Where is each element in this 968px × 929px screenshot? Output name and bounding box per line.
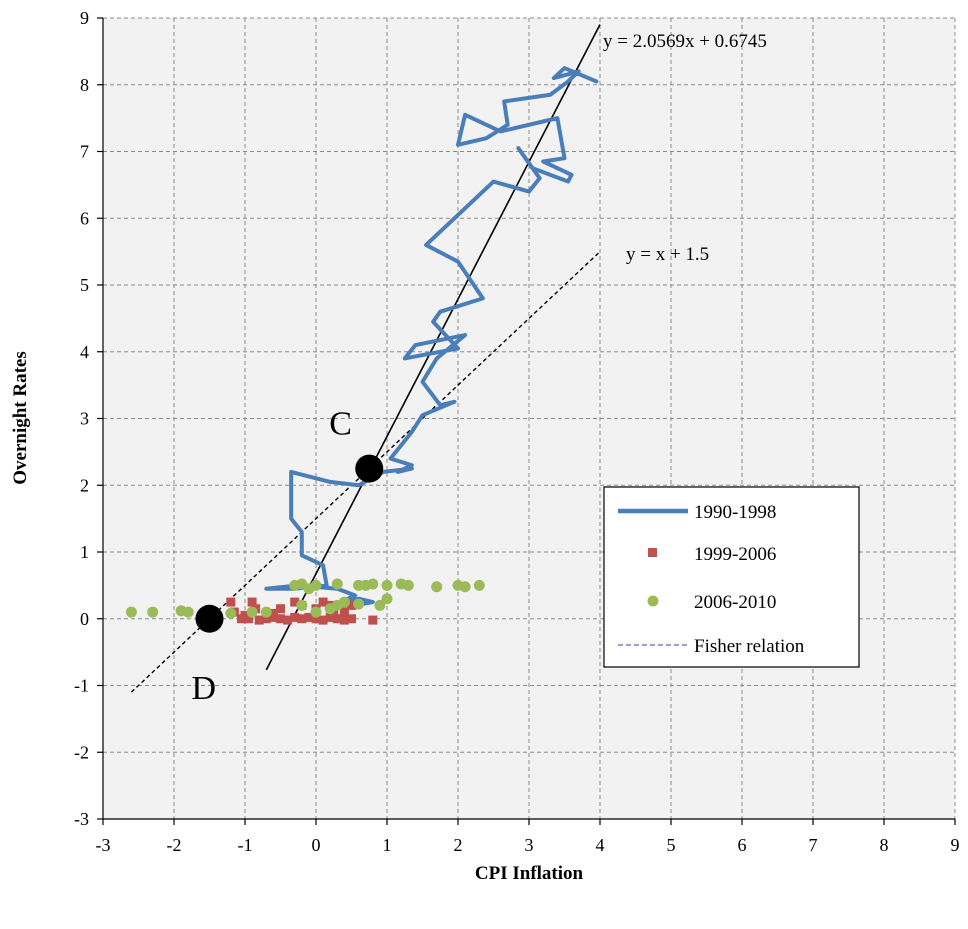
series-2006-2010-point — [338, 596, 350, 608]
series-2006-2010-point — [331, 578, 343, 590]
series-2006-2010-point — [296, 599, 308, 611]
y-axis-title: Overnight Rates — [10, 351, 31, 485]
x-tick-labels: -3 -2 -1 0 1 2 3 4 5 6 7 8 9 — [96, 835, 960, 855]
series-1999-2006-point — [329, 608, 339, 618]
series-2006-2010-point — [367, 578, 379, 590]
series-1999-2006-point — [368, 615, 378, 625]
legend-swatch-2006-2010 — [647, 595, 659, 607]
series-1999-2006-point — [276, 604, 285, 614]
series-2006-2010-point — [381, 593, 393, 605]
y-tick-labels: -3 -2 -1 0 1 2 3 4 5 6 7 8 9 — [74, 8, 89, 829]
series-1999-2006-point — [254, 615, 264, 625]
legend-label-1999-2006: 1999-2006 — [694, 544, 776, 565]
x-tick-label: -2 — [167, 835, 182, 855]
series-2006-2010-point — [310, 606, 322, 618]
series-1999-2006-point — [290, 597, 300, 607]
y-tick-label: 0 — [80, 609, 89, 629]
series-2006-2010-point — [125, 606, 137, 618]
x-tick-label: -1 — [238, 835, 253, 855]
series-1999-2006-point — [318, 615, 328, 625]
series-1999-2006-point — [347, 600, 356, 610]
highlight-points: CD — [192, 406, 384, 707]
y-tick-label: -1 — [74, 676, 89, 696]
series-2006-2010-point — [147, 606, 159, 618]
legend-label-fisher-relation: Fisher relation — [694, 636, 805, 657]
x-tick-label: 1 — [383, 835, 392, 855]
series-1999-2006-point — [318, 597, 328, 607]
axes — [97, 17, 956, 825]
x-tick-label: 8 — [880, 835, 889, 855]
trend-line — [265, 24, 601, 671]
series-2006-2010-point — [459, 581, 471, 593]
series-2006-2010-point — [353, 598, 365, 610]
x-tick-label: 3 — [525, 835, 534, 855]
y-tick-label: 9 — [80, 8, 89, 28]
series-1999-2006-point — [247, 597, 257, 607]
series-1999-2006-point — [297, 614, 307, 624]
series-2006-2010-point — [374, 599, 386, 611]
series-2006-2010-point — [246, 606, 258, 618]
series-2006-2010-point — [182, 606, 194, 618]
series-1999-2006-point — [283, 615, 293, 625]
x-axis-title: CPI Inflation — [475, 863, 584, 884]
series-1999-2006-point — [332, 614, 342, 624]
x-tick-label: 0 — [312, 835, 321, 855]
y-tick-label: 2 — [80, 475, 89, 495]
point-c-label: C — [329, 406, 352, 443]
legend: 1990-1998 1999-2006 2006-2010 Fisher rel… — [603, 486, 860, 668]
series-2006-2010-point — [310, 579, 322, 591]
grid — [103, 17, 956, 819]
fisher-equation-label: y = x + 1.5 — [626, 244, 709, 265]
series-1999-2006-point — [347, 614, 356, 624]
series-1999-2006-point — [268, 608, 278, 618]
x-tick-label: 4 — [596, 835, 605, 855]
point-d-label: D — [192, 670, 217, 707]
series-1999-2006-point — [261, 614, 271, 624]
series-1999-2006-point — [290, 612, 300, 622]
x-tick-label: 5 — [667, 835, 676, 855]
series-1999-2006-point — [226, 597, 236, 607]
series-2006-2010-point — [431, 581, 443, 593]
series-1999-2006-point — [339, 607, 349, 617]
series-1999-2006-point — [276, 614, 285, 624]
series-2006-2010-point — [473, 579, 485, 591]
series-2006-2010-point — [225, 607, 237, 619]
series-2006-2010-point — [402, 579, 414, 591]
series-1999-2006-point — [244, 614, 254, 624]
point-c-marker — [355, 454, 384, 483]
series-2006-2010-point — [260, 606, 272, 618]
legend-label-2006-2010: 2006-2010 — [694, 592, 776, 613]
x-tick-label: 2 — [454, 835, 463, 855]
series-2006-2010-point — [381, 579, 393, 591]
series-2006-2010-point — [324, 603, 336, 615]
y-tick-label: 3 — [80, 409, 89, 429]
y-tick-label: 7 — [80, 142, 89, 162]
y-tick-label: 1 — [80, 542, 89, 562]
y-tick-label: 4 — [80, 342, 89, 362]
x-tick-label: -3 — [96, 835, 111, 855]
y-tick-label: -3 — [74, 809, 89, 829]
legend-box — [603, 486, 860, 668]
x-tick-label: 7 — [809, 835, 818, 855]
legend-swatch-1999-2006 — [648, 548, 657, 557]
series-layer — [125, 66, 599, 625]
series-1999-2006-point — [304, 612, 314, 622]
series-1999-2006-point — [339, 615, 349, 625]
y-tick-label: 6 — [80, 208, 89, 228]
point-d-marker — [195, 604, 224, 633]
y-tick-label: 8 — [80, 75, 89, 95]
trend-equation-label: y = 2.0569x + 0.6745 — [603, 31, 767, 52]
x-tick-label: 9 — [951, 835, 960, 855]
series-1999-2006-point — [311, 614, 321, 624]
y-tick-label: -2 — [74, 742, 89, 762]
x-tick-label: 6 — [738, 835, 747, 855]
legend-label-1990-1998: 1990-1998 — [694, 502, 776, 523]
y-tick-label: 5 — [80, 275, 89, 295]
